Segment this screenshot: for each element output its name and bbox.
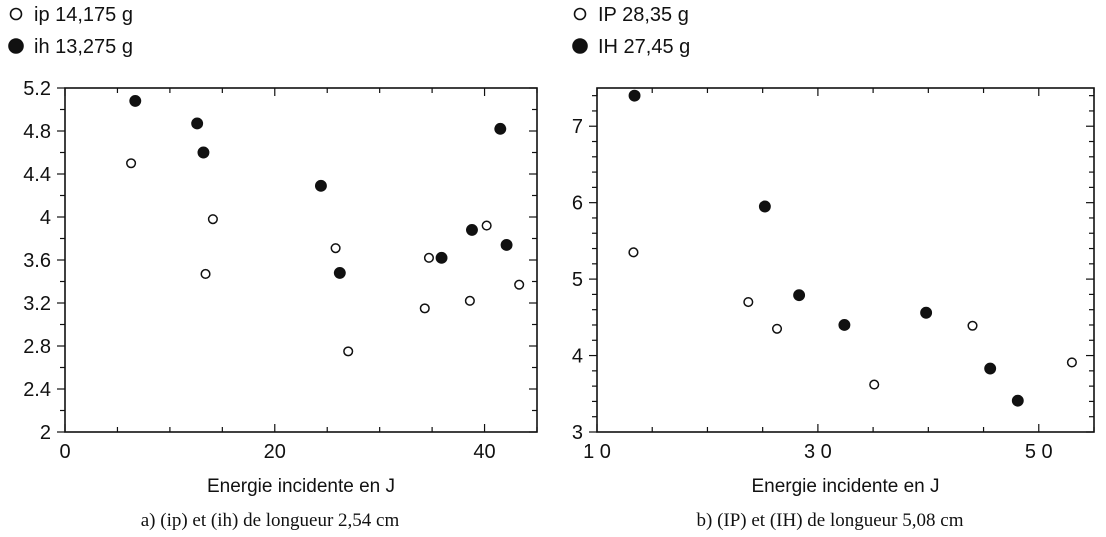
data-point-open <box>514 279 525 290</box>
data-point-filled <box>314 179 327 192</box>
x-tick-label: 20 <box>264 441 286 463</box>
data-point-filled <box>435 251 448 264</box>
data-point-open <box>743 296 754 308</box>
y-tick-label: 2.8 <box>23 336 51 358</box>
data-point-filled <box>466 223 478 236</box>
data-point-open <box>423 252 435 263</box>
plot-frame <box>64 87 538 433</box>
data-point-filled <box>920 306 933 319</box>
data-point-filled <box>129 94 142 107</box>
legend-label: IH 27,45 g <box>598 36 690 58</box>
data-point-open <box>967 320 978 331</box>
data-point-open <box>869 379 880 390</box>
y-tick-label: 4.8 <box>23 121 51 143</box>
figure-caption: a) (ip) et (ih) de longueur 2,54 cm <box>141 510 400 531</box>
data-point-open <box>200 268 211 280</box>
y-tick-label: 6 <box>572 193 583 215</box>
data-point-filled <box>793 289 806 302</box>
figure-caption: b) (IP) et (IH) de longueur 5,08 cm <box>697 510 964 531</box>
data-point-filled <box>494 122 507 135</box>
data-point-filled <box>628 89 641 102</box>
data-point-open <box>419 303 430 314</box>
data-point-open <box>481 220 492 231</box>
x-tick-label: 3 0 <box>804 441 832 463</box>
legend-filled-circle-icon <box>8 38 24 54</box>
y-tick-label: 3.2 <box>23 293 51 315</box>
data-point-open <box>1066 357 1077 368</box>
x-tick-label: 1 0 <box>583 441 611 463</box>
x-axis-label: Energie incidente en J <box>751 476 939 497</box>
x-axis-label: Energie incidente en J <box>207 476 395 497</box>
data-point-filled <box>1011 394 1024 407</box>
legend-label: IP 28,35 g <box>598 4 689 26</box>
x-tick-label: 40 <box>473 441 495 463</box>
y-tick-label: 2 <box>40 422 51 444</box>
legend-open-circle-icon <box>573 7 587 21</box>
data-point-filled <box>500 239 513 251</box>
y-tick-label: 5.2 <box>23 78 51 100</box>
y-tick-label: 3 <box>572 422 583 444</box>
y-tick-label: 2.4 <box>23 379 51 401</box>
data-point-open <box>771 323 783 334</box>
data-point-filled <box>197 146 210 159</box>
y-tick-label: 5 <box>572 269 583 291</box>
x-tick-label: 5 0 <box>1025 441 1053 463</box>
data-point-open <box>628 247 639 258</box>
data-point-filled <box>838 319 851 331</box>
y-tick-label: 7 <box>572 116 583 138</box>
data-point-filled <box>984 362 997 375</box>
plot-frame <box>596 87 1095 433</box>
legend-filled-circle-icon <box>572 38 588 54</box>
data-point-filled <box>333 266 346 279</box>
y-tick-label: 4 <box>40 207 51 229</box>
panel-b: 1 0 3 0 5 0 3 4 5 6 7 Energie incidente en J b) (… <box>572 4 1095 531</box>
data-point-open <box>343 346 354 357</box>
legend-open-circle-icon <box>9 7 23 21</box>
y-tick-label: 3.6 <box>23 250 51 272</box>
data-point-filled <box>191 117 204 130</box>
x-tick-label: 0 <box>59 441 70 463</box>
panel-a: 0 20 40 2 2.4 2.8 3.2 3.6 4 4.4 4.8 5.2 Energie inci… <box>8 4 538 531</box>
legend-label: ip 14,175 g <box>34 4 133 26</box>
data-point-filled <box>758 200 771 213</box>
legend-label: ih 13,275 g <box>34 36 133 58</box>
y-tick-label: 4 <box>572 346 583 368</box>
data-point-open <box>464 295 475 306</box>
data-point-open <box>330 243 341 254</box>
data-point-open <box>126 158 137 169</box>
y-tick-label: 4.4 <box>23 164 51 186</box>
data-point-open <box>207 214 218 225</box>
